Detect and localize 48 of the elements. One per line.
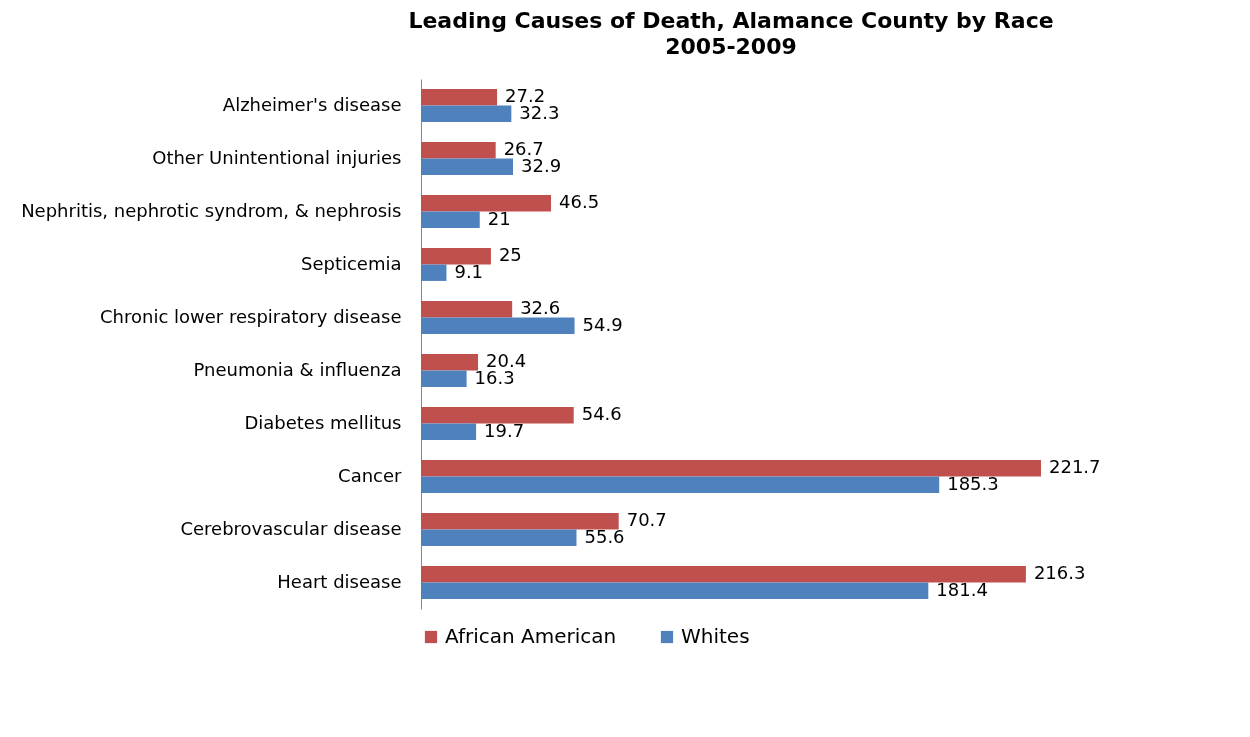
bar: [421, 423, 477, 440]
data-label: 55.6: [584, 525, 625, 547]
bar: [421, 529, 577, 546]
bar: [421, 264, 447, 281]
y-tick-label: Cerebrovascular disease: [180, 517, 402, 539]
y-tick-label: Heart disease: [277, 570, 402, 592]
chart-subtitle: 2005-2009: [665, 34, 797, 59]
bar: [421, 370, 467, 387]
data-label: 221.7: [1049, 456, 1101, 478]
data-label: 181.4: [936, 578, 988, 600]
bar: [421, 211, 480, 228]
bar: [421, 89, 498, 106]
bar: [421, 248, 491, 265]
bar: [421, 158, 514, 175]
bar: [421, 407, 574, 424]
data-label: 21: [487, 207, 511, 229]
data-label: 19.7: [484, 419, 525, 441]
data-label: 70.7: [626, 509, 667, 531]
data-label: 185.3: [947, 472, 999, 494]
y-tick-label: Cancer: [338, 464, 403, 486]
bar: [421, 513, 619, 530]
y-tick-label: Pneumonia & influenza: [193, 358, 402, 380]
y-tick-label: Other Unintentional injuries: [152, 146, 402, 168]
data-label: 216.3: [1033, 562, 1086, 584]
y-tick-label: Alzheimer's disease: [222, 93, 402, 115]
data-label: 46.5: [559, 191, 600, 213]
bar: [421, 195, 552, 212]
y-tick-label: Nephritis, nephrotic syndrom, & nephrosis: [21, 199, 402, 221]
bar: [421, 317, 575, 334]
bar: [421, 476, 940, 493]
bar: [421, 301, 513, 318]
chart-title: Leading Causes of Death, Alamance County by Race: [408, 8, 1054, 33]
y-tick-label: Septicemia: [300, 252, 402, 274]
data-label: 54.9: [582, 313, 623, 335]
bar: [421, 582, 929, 599]
y-tick-label: Chronic lower respiratory disease: [100, 305, 402, 327]
legend-label: African American: [445, 624, 617, 648]
data-label: 54.6: [581, 403, 622, 425]
bar: [421, 460, 1041, 477]
bar: [421, 142, 496, 159]
data-label: 25: [498, 244, 522, 266]
data-label: 9.1: [454, 260, 484, 282]
legend-label: Whites: [681, 624, 750, 648]
bar: [421, 354, 479, 371]
bar: [421, 105, 512, 122]
y-tick-label: Diabetes mellitus: [244, 411, 402, 433]
data-label: 32.6: [520, 297, 561, 319]
bar: [421, 566, 1026, 583]
